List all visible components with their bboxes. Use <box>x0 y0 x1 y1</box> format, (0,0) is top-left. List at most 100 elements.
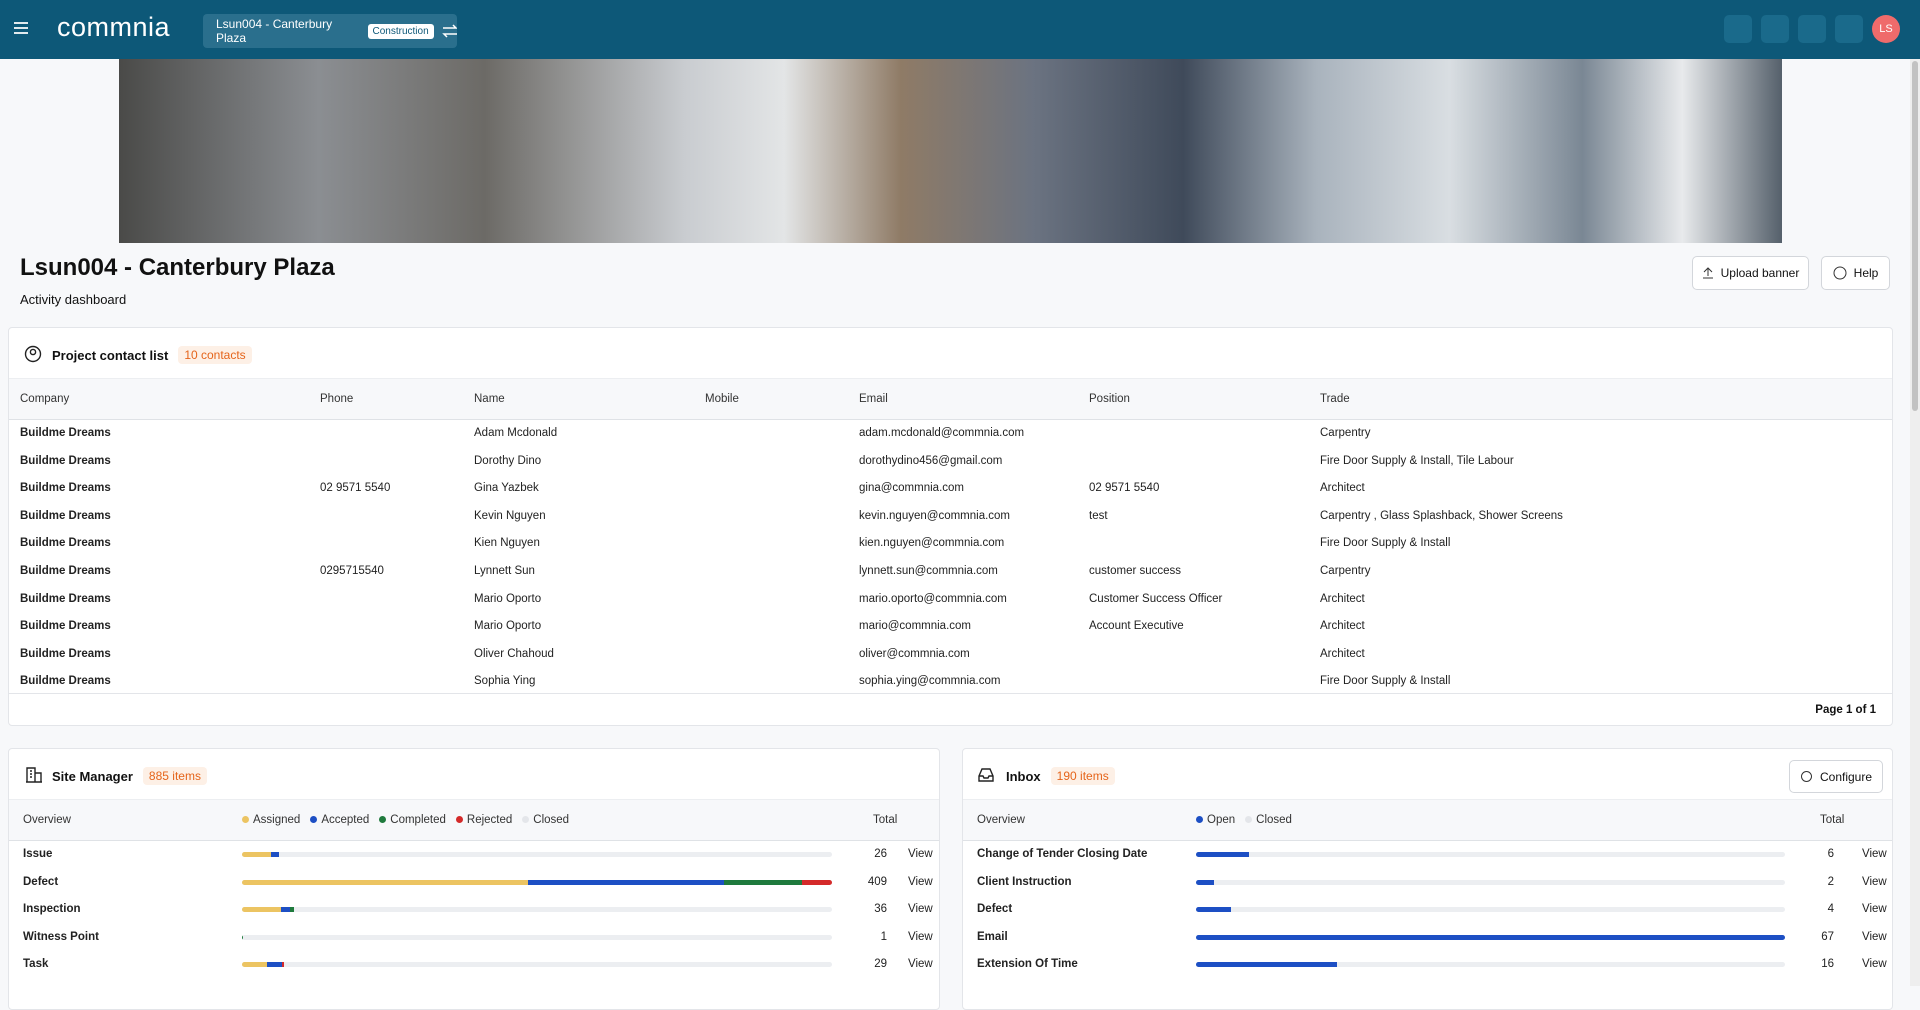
row-total: 26 <box>874 848 887 860</box>
progress-segment <box>280 907 290 913</box>
project-banner <box>119 59 1782 243</box>
menu-button[interactable] <box>13 20 29 36</box>
legend-label: Rejected <box>466 814 513 826</box>
progress-track <box>1196 907 1785 913</box>
total-header: Total <box>873 814 898 826</box>
row-label: Change of Tender Closing Date <box>977 848 1148 860</box>
contact-icon <box>24 345 42 363</box>
view-link[interactable]: View <box>908 848 933 860</box>
column-header: Email <box>859 393 888 405</box>
cell-name: Adam Mcdonald <box>474 427 558 439</box>
legend-label: Closed <box>1256 814 1292 826</box>
view-link[interactable]: View <box>1862 875 1887 888</box>
cell-name: Kevin Nguyen <box>474 509 546 522</box>
card-title: Inbox <box>1006 768 1041 784</box>
cell-name: Oliver Chahoud <box>474 647 554 660</box>
row-label: Inspection <box>23 903 81 916</box>
view-link[interactable]: View <box>1862 958 1887 971</box>
cell-email: mario@commnia.com <box>859 620 972 633</box>
cell-email: adam.mcdonald@commnia.com <box>859 427 1025 439</box>
view-link[interactable]: View <box>908 958 933 971</box>
settings-button[interactable] <box>1761 15 1789 43</box>
help-page-button[interactable]: Help <box>1821 256 1890 290</box>
progress-segment <box>723 879 802 885</box>
cell-company: Buildme Dreams <box>20 565 111 577</box>
legend-item: Completed <box>379 814 446 826</box>
cell-company: Buildme Dreams <box>20 482 111 495</box>
cell-email: sophia.ying@commnia.com <box>859 675 1001 688</box>
cell-trade: Fire Door Supply & Install <box>1320 675 1451 688</box>
cell-name: Dorothy Dino <box>474 454 542 467</box>
row-label: Defect <box>977 903 1013 916</box>
column-header: Trade <box>1320 393 1350 405</box>
progress-track <box>242 852 832 857</box>
row-total: 29 <box>874 958 887 971</box>
cell-company: Buildme Dreams <box>20 537 111 550</box>
cell-trade: Fire Door Supply & Install <box>1320 537 1451 550</box>
progress-segment <box>242 934 244 940</box>
contact-card: Project contact list 10 contacts Page 1 o… <box>8 327 1893 726</box>
view-link[interactable]: View <box>908 903 933 916</box>
help-button[interactable] <box>1798 15 1826 43</box>
switch-icon <box>441 24 457 38</box>
progress-segment <box>242 852 271 857</box>
cell-trade: Architect <box>1320 592 1365 605</box>
cell-position: test <box>1089 509 1108 522</box>
legend-swatch <box>379 816 387 823</box>
project-name: Lsun004 - Canterbury Plaza <box>216 17 333 45</box>
legend-item: Assigned <box>242 814 300 826</box>
legend-item: Open <box>1196 814 1235 826</box>
table-header <box>963 799 1892 841</box>
configure-button[interactable]: Configure <box>1789 760 1883 793</box>
progress-track <box>1196 852 1785 857</box>
cell-trade: Carpentry , Glass Splashback, Shower Scr… <box>1320 509 1563 522</box>
card-heading: Site Manager 885 items <box>52 767 207 785</box>
avatar[interactable]: LS <box>1872 15 1900 43</box>
pagination: Page 1 of 1 <box>1815 704 1876 716</box>
view-link[interactable]: View <box>1862 930 1887 943</box>
cell-position: 02 9571 5540 <box>1089 482 1160 495</box>
cell-trade: Carpentry <box>1320 427 1371 439</box>
row-label: Client Instruction <box>977 875 1072 888</box>
cell-company: Buildme Dreams <box>20 592 111 605</box>
cell-email: lynnett.sun@commnia.com <box>859 565 998 577</box>
page-title: Lsun004 - Canterbury Plaza <box>20 254 335 281</box>
progress-segment <box>270 852 280 857</box>
logo[interactable]: commnia <box>57 12 171 42</box>
project-switcher[interactable]: Lsun004 - Canterbury Plaza Construction <box>203 14 457 48</box>
cell-company: Buildme Dreams <box>20 647 111 660</box>
cell-trade: Architect <box>1320 482 1365 495</box>
legend-label: Open <box>1207 814 1236 826</box>
progress-track <box>242 934 832 940</box>
total-header: Total <box>1820 814 1845 826</box>
legend-item: Closed <box>1245 814 1292 826</box>
legend-item: Closed <box>522 814 569 826</box>
upload-banner-button[interactable]: Upload banner <box>1692 256 1809 290</box>
scrollbar[interactable] <box>1910 59 1920 986</box>
cell-name: Mario Oporto <box>474 620 542 633</box>
progress-segment <box>266 962 283 968</box>
notifications-button[interactable] <box>1724 15 1752 43</box>
row-total: 1 <box>880 930 887 943</box>
view-link[interactable]: View <box>908 930 933 943</box>
legend-item: Accepted <box>310 814 369 826</box>
count-pill: 190 items <box>1050 767 1115 785</box>
button-label: Help <box>1853 266 1879 280</box>
view-link[interactable]: View <box>1862 848 1887 860</box>
progress-segment <box>1196 962 1337 968</box>
chat-button[interactable] <box>1835 15 1863 43</box>
legend-swatch <box>242 816 249 823</box>
progress-track <box>242 962 832 968</box>
column-header: Name <box>474 393 505 405</box>
overview-header: Overview <box>977 814 1025 826</box>
cell-name: Sophia Ying <box>474 675 536 688</box>
view-link[interactable]: View <box>908 875 933 888</box>
row-total: 67 <box>1821 930 1834 943</box>
site-icon <box>26 767 42 783</box>
cell-company: Buildme Dreams <box>20 427 111 439</box>
count-pill: 10 contacts <box>178 346 252 364</box>
column-header: Company <box>20 393 70 405</box>
progress-track <box>242 907 832 913</box>
legend-swatch <box>455 816 463 823</box>
view-link[interactable]: View <box>1862 903 1887 916</box>
